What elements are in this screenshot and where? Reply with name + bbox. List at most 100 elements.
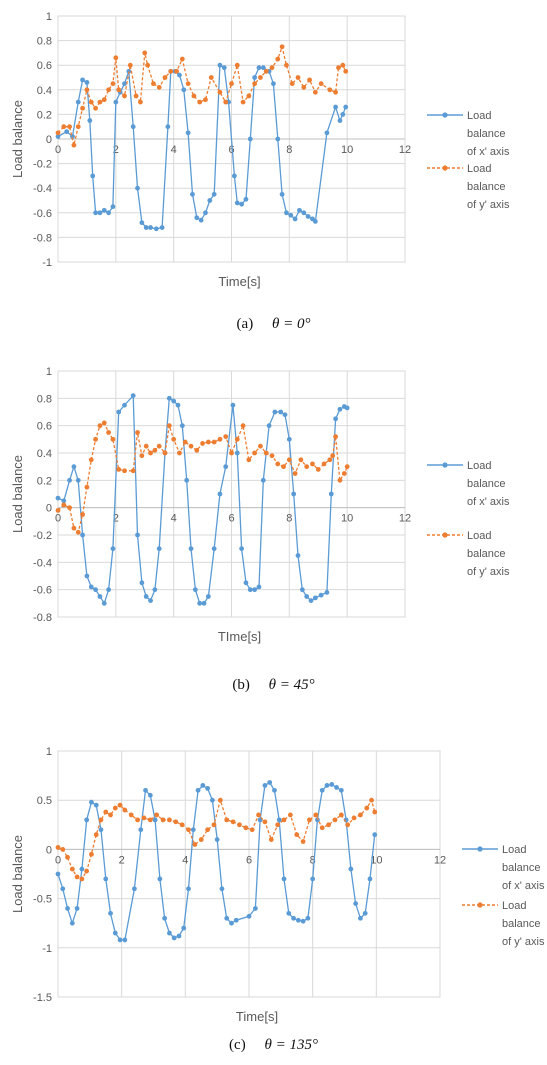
legend-label-line: of y' axis (467, 199, 510, 211)
legend-label-line: balance (467, 181, 506, 193)
data-point (167, 817, 172, 823)
data-point (343, 104, 349, 110)
data-point (171, 398, 177, 404)
data-point (80, 77, 85, 83)
legend-swatch-marker (442, 462, 448, 468)
data-point (327, 457, 333, 463)
legend-label-line: of y' axis (502, 936, 545, 948)
data-point (200, 783, 206, 788)
x-tick-label: 0 (55, 144, 61, 156)
data-point (224, 817, 230, 823)
data-point (74, 906, 80, 911)
legend-swatch-marker (442, 532, 448, 538)
caption-label: (b) (232, 677, 250, 693)
y-tick-label: -0.4 (33, 183, 52, 195)
chart-panel-c: -1.5 -1 -0.5 0 0.5 1 0 2 4 6 8 10 12 Time[s] Load bala… (0, 725, 547, 1065)
data-point (194, 447, 200, 453)
data-point (223, 434, 229, 439)
data-point (291, 491, 297, 497)
data-point (67, 505, 72, 511)
data-point (61, 502, 67, 508)
data-point (272, 787, 277, 793)
data-point (338, 787, 344, 793)
data-point (372, 832, 378, 838)
data-point (300, 918, 306, 924)
data-point (166, 395, 172, 401)
data-point (229, 450, 234, 456)
data-point (263, 68, 269, 74)
data-point (252, 906, 258, 911)
data-point (282, 412, 288, 418)
data-point (307, 77, 312, 83)
data-point (165, 124, 171, 130)
data-point (315, 467, 321, 472)
data-point (288, 212, 294, 218)
x-tick-label: 12 (399, 144, 411, 156)
data-point (71, 464, 77, 470)
y-tick-label: 0.5 (37, 795, 52, 807)
data-point (179, 822, 185, 828)
data-point (239, 201, 245, 207)
data-point (295, 917, 301, 923)
data-point (231, 173, 237, 179)
data-point (297, 207, 302, 213)
data-point (177, 450, 182, 456)
data-point (130, 468, 136, 474)
x-tick-label: 0 (55, 854, 61, 866)
data-point (135, 185, 140, 191)
legend-label-line: balance (467, 548, 506, 560)
data-point (122, 468, 127, 474)
x-tick-label: 10 (341, 513, 353, 525)
legend-label-line: Load (502, 844, 526, 856)
data-point (127, 62, 133, 68)
data-point (110, 81, 116, 87)
legend-swatch-marker (477, 902, 483, 908)
data-point (113, 55, 119, 61)
data-point (237, 822, 242, 828)
legend-label-line: of x' axis (467, 496, 510, 508)
data-point (97, 594, 103, 599)
data-point (138, 827, 144, 833)
data-point (321, 461, 327, 467)
x-axis-title: Time[s] (236, 1009, 278, 1024)
data-point (55, 134, 61, 139)
data-point (203, 97, 208, 103)
data-point (315, 817, 320, 823)
data-point (275, 822, 281, 828)
y-tick-label: -0.5 (33, 894, 52, 906)
y-tick-label: -0.8 (33, 612, 52, 624)
data-point (156, 443, 162, 449)
data-point (340, 62, 346, 68)
data-point (135, 817, 140, 823)
data-point (324, 590, 330, 595)
data-point (234, 436, 240, 442)
data-point (148, 450, 153, 456)
data-point (84, 817, 90, 823)
data-point (106, 210, 112, 216)
data-point (65, 906, 70, 911)
data-point (211, 546, 217, 552)
x-tick-label: 8 (310, 854, 316, 866)
data-point (141, 815, 147, 821)
data-point (256, 584, 262, 590)
series-y-axis (55, 797, 378, 882)
y-axis-title: Load balance (10, 835, 25, 913)
data-point (55, 495, 61, 501)
data-point (156, 84, 162, 90)
data-point (80, 532, 85, 538)
data-point (152, 447, 158, 453)
data-point (312, 89, 318, 95)
legend-label-line: balance (467, 478, 506, 490)
x-axis-title: TIme[s] (218, 629, 261, 644)
data-point (84, 484, 90, 490)
load-balance-chart-theta-0: -1-0.8-0.6-0.4-0.200.20.40.60.810 2 4 6 8 10 1… (10, 11, 510, 289)
x-tick-label: 6 (246, 854, 252, 866)
data-point (308, 598, 314, 603)
data-point (84, 80, 90, 85)
data-point (243, 825, 249, 831)
data-point (207, 198, 213, 203)
data-point (291, 915, 296, 921)
legend-swatch-marker (477, 846, 483, 852)
data-point (230, 402, 236, 408)
data-point (246, 93, 252, 99)
